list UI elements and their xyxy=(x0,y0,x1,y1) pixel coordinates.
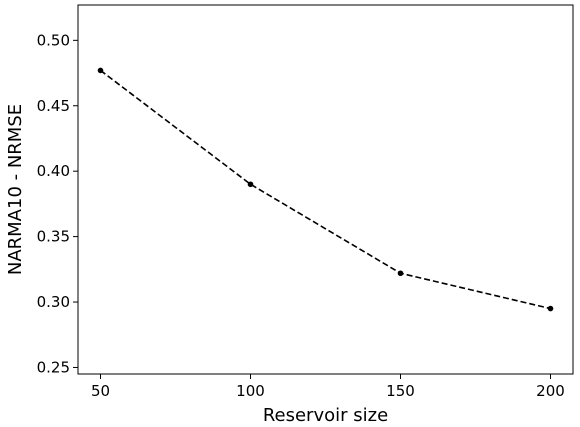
y-tick-label: 0.30 xyxy=(37,293,70,311)
x-axis-label: Reservoir size xyxy=(263,405,388,426)
y-tick-label: 0.45 xyxy=(37,97,70,115)
series-points xyxy=(97,67,554,312)
series-line xyxy=(100,69,551,310)
x-tick-label: 50 xyxy=(91,382,110,400)
x-tick-label: 150 xyxy=(386,382,415,400)
x-axis-ticks: 50 100 150 200 xyxy=(91,374,565,400)
y-axis-ticks: 0.25 0.30 0.35 0.40 0.45 0.50 xyxy=(37,31,78,376)
plot-frame xyxy=(77,4,574,375)
data-point xyxy=(547,305,554,312)
x-tick-label: 200 xyxy=(536,382,565,400)
y-tick-label: 0.50 xyxy=(37,31,70,49)
data-point xyxy=(247,181,254,188)
y-tick-label: 0.25 xyxy=(37,358,70,376)
y-axis-label: NARMA10 - NRMSE xyxy=(5,104,26,275)
y-tick-label: 0.35 xyxy=(37,228,70,246)
data-point xyxy=(397,270,404,277)
data-point xyxy=(97,67,104,74)
y-tick-label: 0.40 xyxy=(37,162,70,180)
x-tick-label: 100 xyxy=(236,382,265,400)
